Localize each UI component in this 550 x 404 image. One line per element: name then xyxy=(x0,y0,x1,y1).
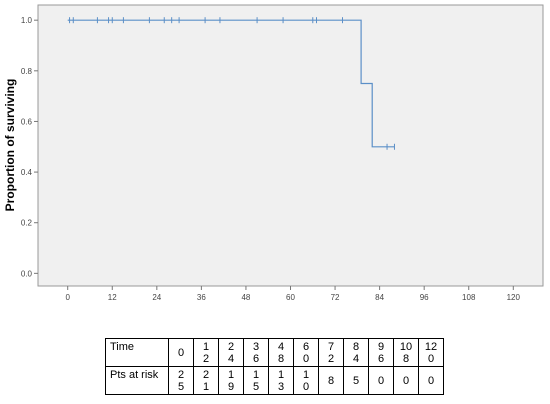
time-cell: 0 xyxy=(168,338,194,367)
x-tick-label: 0 xyxy=(65,293,70,302)
x-tick-label: 108 xyxy=(462,293,476,302)
at-risk-cell: 5 xyxy=(343,366,369,395)
y-tick-label: 0.2 xyxy=(21,219,33,228)
censor-marks xyxy=(69,17,395,150)
y-axis-title: Proportion of surviving xyxy=(3,79,17,212)
x-tick-label: 120 xyxy=(507,293,521,302)
x-tick-label: 12 xyxy=(108,293,117,302)
x-tick-label: 36 xyxy=(197,293,206,302)
risk-table-time-row: Time 0 1 2 2 4 3 6 4 8 6 0 7 2 8 4 9 6 10 8 12 0 xyxy=(105,338,444,367)
x-tick-label: 48 xyxy=(241,293,250,302)
survival-curve xyxy=(67,19,395,148)
at-risk-header: Pts at risk xyxy=(105,366,169,395)
x-tick-label: 24 xyxy=(152,293,161,302)
y-tick-label: 0.0 xyxy=(21,269,33,278)
x-axis-ticks: 0 12 24 36 48 60 72 84 96 108 120 xyxy=(65,286,521,302)
x-tick-label: 60 xyxy=(286,293,295,302)
y-tick-label: 0.8 xyxy=(21,67,33,76)
x-tick-label: 96 xyxy=(420,293,429,302)
time-cell: 12 0 xyxy=(418,338,444,367)
at-risk-cell: 8 xyxy=(318,366,344,395)
survival-chart: 0.0 0.2 0.4 0.6 0.8 1.0 0 12 24 36 48 60 72 84 96 108 1… xyxy=(3,4,544,302)
at-risk-cell: 0 xyxy=(418,366,444,395)
y-tick-label: 0.6 xyxy=(21,117,33,126)
time-cell: 10 8 xyxy=(393,338,419,367)
time-header: Time xyxy=(105,338,169,367)
at-risk-cell: 0 xyxy=(393,366,419,395)
x-tick-label: 84 xyxy=(375,293,384,302)
plot-area xyxy=(37,4,544,287)
y-tick-label: 1.0 xyxy=(21,16,33,25)
x-tick-label: 72 xyxy=(331,293,340,302)
at-risk-cell: 0 xyxy=(368,366,394,395)
y-axis-ticks: 0.0 0.2 0.4 0.6 0.8 1.0 xyxy=(21,16,38,278)
y-tick-label: 0.4 xyxy=(21,168,33,177)
risk-table: Time 0 1 2 2 4 3 6 4 8 6 0 7 2 8 4 9 6 10 8 12 0 Pts at risk… xyxy=(105,338,444,395)
